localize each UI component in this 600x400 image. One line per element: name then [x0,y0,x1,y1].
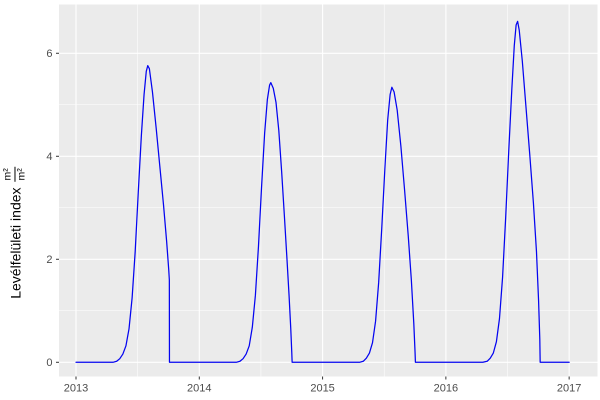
x-tick-label: 2014 [187,383,211,395]
x-tick-label: 2013 [64,383,88,395]
y-axis-title-text: Levélfelületi index [7,187,23,299]
x-tick-label: 2016 [434,383,458,395]
panel-background [59,4,598,377]
fraction-denominator: m² [15,168,28,181]
fraction-numerator: m² [1,167,16,182]
y-axis-title-fraction: m² m² [1,167,28,182]
y-tick-label: 4 [46,151,52,163]
y-tick-label: 6 [46,48,52,60]
y-axis-title: Levélfelületi index m² m² [1,167,28,299]
y-tick-label: 2 [46,254,52,266]
x-tick-label: 2017 [557,383,581,395]
y-tick-label: 0 [46,357,52,369]
x-tick-label: 2015 [310,383,334,395]
lai-line [75,20,570,363]
